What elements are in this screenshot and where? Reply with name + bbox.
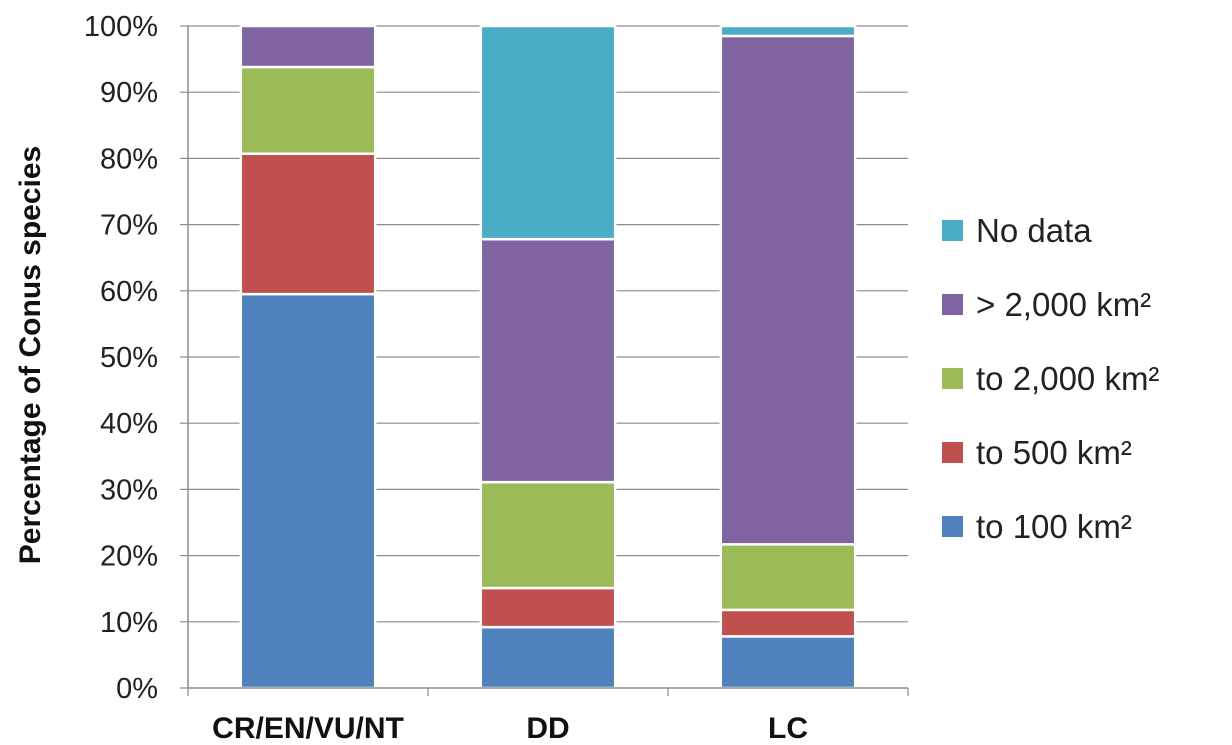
legend-swatch xyxy=(942,516,963,537)
bar-segment xyxy=(479,237,617,484)
y-tick-label: 90% xyxy=(100,77,158,109)
bar-segment xyxy=(239,24,377,69)
y-tick-labels: 0% 10% 20% 30% 40% 50% 60% 70% 80% 90% 100% xyxy=(84,11,158,705)
bar-segment xyxy=(719,34,857,546)
bar-segment xyxy=(479,625,617,690)
bar-segment xyxy=(479,586,617,629)
legend-swatch xyxy=(942,442,963,463)
x-tick-label: LC xyxy=(768,712,808,745)
bar-segment xyxy=(479,24,617,241)
y-axis-title: Percentage of Conus species xyxy=(14,146,47,564)
bar-segment xyxy=(719,24,857,38)
y-tick-label: 70% xyxy=(100,210,158,242)
y-tick-label: 10% xyxy=(100,607,158,639)
legend-swatch xyxy=(942,294,963,315)
y-tick-label: 80% xyxy=(100,143,158,175)
y-tick-label: 30% xyxy=(100,474,158,506)
legend-label: to 500 km² xyxy=(976,434,1132,471)
bar-segment xyxy=(239,65,377,156)
y-tick-label: 100% xyxy=(84,11,158,43)
y-tick-label: 40% xyxy=(100,408,158,440)
bar-segment xyxy=(479,480,617,590)
legend-label: > 2,000 km² xyxy=(976,286,1151,323)
bar-segment xyxy=(239,292,377,690)
bar-segment xyxy=(719,635,857,690)
bar-segment xyxy=(239,152,377,296)
legend-swatch xyxy=(942,220,963,241)
x-tick-labels: CR/EN/VU/NT DD LC xyxy=(212,712,808,745)
axes xyxy=(187,26,909,696)
legend-label: No data xyxy=(976,212,1092,249)
y-tick-label: 0% xyxy=(116,673,158,705)
legend: No data > 2,000 km² to 2,000 km² to 500 km²… xyxy=(942,212,1159,545)
y-tick-label: 50% xyxy=(100,342,158,374)
y-tick-label: 20% xyxy=(100,541,158,573)
y-tick-label: 60% xyxy=(100,276,158,308)
legend-label: to 2,000 km² xyxy=(976,360,1159,397)
bar-segment xyxy=(719,543,857,612)
x-tick-label: DD xyxy=(526,712,569,745)
legend-swatch xyxy=(942,368,963,389)
bar-segment xyxy=(719,608,857,638)
bar-stacks xyxy=(239,24,857,690)
x-tick-label: CR/EN/VU/NT xyxy=(212,712,404,745)
legend-label: to 100 km² xyxy=(976,508,1132,545)
